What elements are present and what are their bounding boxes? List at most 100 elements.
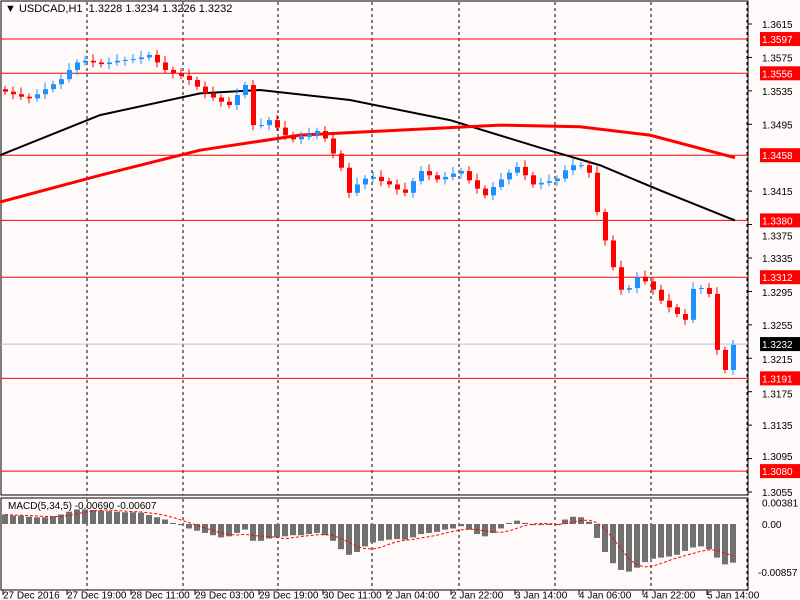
macd-histogram-bar — [466, 524, 472, 530]
macd-histogram-bar — [290, 524, 296, 536]
macd-histogram-bar — [162, 519, 168, 524]
candle-body — [155, 54, 160, 63]
candle-body — [115, 60, 120, 63]
candle-body — [675, 307, 680, 314]
candle-body — [147, 54, 152, 58]
candle-body — [547, 181, 552, 183]
candle-body — [595, 172, 600, 213]
candle-body — [571, 165, 576, 171]
candle-body — [587, 165, 592, 173]
macd-histogram-bar — [450, 524, 456, 529]
macd-histogram-bar — [626, 524, 632, 572]
candle-body — [363, 178, 368, 185]
candle-body — [475, 180, 480, 189]
candle-body — [139, 57, 144, 60]
candle-body — [723, 349, 728, 370]
candle-body — [539, 182, 544, 185]
candle-body — [91, 60, 96, 63]
macd-histogram-bar — [586, 521, 592, 524]
level-price-tag — [760, 213, 800, 228]
y-tick-label: 1.3535 — [762, 87, 793, 98]
candle-body — [75, 62, 80, 70]
symbol-label: USDCAD,H1 — [18, 3, 83, 15]
macd-histogram-bar — [442, 524, 448, 530]
y-tick-label: 1.3175 — [762, 389, 793, 400]
macd-histogram-bar — [610, 524, 616, 564]
macd-histogram-bar — [306, 524, 312, 535]
candle-body — [179, 73, 184, 76]
candle-body — [67, 69, 72, 80]
x-tick-label: 30 Dec 11:00 — [323, 590, 382, 600]
macd-histogram-bar — [362, 524, 368, 547]
chart-header: ▼ USDCAD,H1 1.3228 1.3234 1.3226 1.3232 — [5, 3, 232, 15]
candle-body — [619, 267, 624, 290]
macd-histogram-bar — [138, 512, 144, 524]
macd-histogram-bar — [386, 524, 392, 540]
triangle-down-icon[interactable]: ▼ — [5, 3, 19, 15]
candle-body — [171, 69, 176, 74]
candle-body — [251, 85, 256, 126]
macd-histogram-bar — [114, 511, 120, 524]
candle-body — [131, 59, 136, 61]
x-tick-label: 2 Jan 04:00 — [387, 590, 440, 600]
macd-histogram-bar — [714, 524, 720, 558]
macd-scale-bottom: -0.00857 — [758, 568, 798, 579]
macd-histogram-bar — [330, 524, 336, 541]
x-tick-label: 4 Jan 06:00 — [579, 590, 632, 600]
macd-histogram-bar — [594, 524, 600, 539]
x-tick-label: 2 Jan 22:00 — [451, 590, 504, 600]
macd-histogram-bar — [218, 524, 224, 538]
candle-body — [163, 62, 168, 70]
candle-body — [555, 178, 560, 182]
macd-histogram-bar — [394, 524, 400, 540]
candle-body — [27, 96, 32, 99]
candle-body — [59, 79, 64, 85]
candle-body — [531, 175, 536, 185]
macd-histogram-bar — [186, 524, 192, 529]
candle-body — [203, 86, 208, 94]
x-tick-label: 29 Dec 19:00 — [259, 590, 319, 600]
level-price-tag — [760, 464, 800, 479]
y-tick-label: 1.3295 — [762, 288, 793, 299]
candle-body — [35, 94, 40, 99]
macd-histogram-bar — [258, 524, 264, 541]
macd-histogram-bar — [674, 524, 680, 555]
macd-histogram-bar — [570, 516, 576, 524]
candle-body — [403, 189, 408, 193]
macd-histogram-bar — [282, 524, 288, 537]
macd-histogram-bar — [58, 514, 64, 524]
candle-body — [3, 89, 8, 92]
macd-histogram-bar — [490, 524, 496, 533]
macd-histogram-bar — [74, 509, 80, 524]
macd-histogram-bar — [698, 524, 704, 547]
macd-histogram-bar — [506, 522, 512, 524]
macd-histogram-bar — [170, 522, 176, 524]
candle-body — [411, 181, 416, 193]
macd-histogram-bar — [226, 524, 232, 537]
candle-body — [187, 75, 192, 80]
candle-body — [491, 186, 496, 196]
candle-body — [291, 135, 296, 140]
macd-histogram-bar — [634, 524, 640, 568]
candle-body — [355, 184, 360, 193]
level-price-tag — [760, 371, 800, 386]
level-price-label: 1.3597 — [762, 35, 793, 46]
macd-histogram-bar — [418, 524, 424, 535]
macd-histogram-bar — [98, 510, 104, 524]
moving-average-slow-line — [0, 123, 736, 204]
candle-body — [227, 101, 232, 106]
macd-histogram-bar — [234, 524, 240, 533]
candle-body — [347, 167, 352, 193]
macd-histogram-bar — [370, 524, 376, 543]
macd-histogram-bar — [538, 524, 544, 526]
macd-histogram-bar — [130, 512, 136, 524]
macd-histogram-bar — [402, 524, 408, 540]
candle-body — [435, 175, 440, 180]
macd-histogram-bar — [106, 511, 112, 524]
candle-body — [99, 62, 104, 65]
macd-histogram-bar — [122, 512, 128, 524]
macd-scale-zero: 0.00 — [762, 520, 782, 531]
candle-body — [611, 240, 616, 268]
candle-body — [483, 188, 488, 196]
